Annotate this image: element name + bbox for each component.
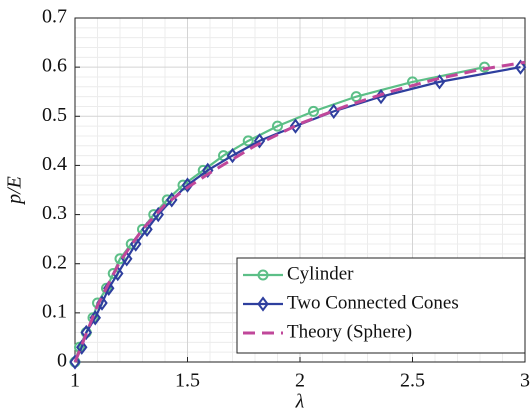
y-tick-label: 0.2 [42, 251, 67, 273]
y-tick-label: 0.6 [42, 55, 67, 77]
x-axis-label: λ [295, 391, 305, 413]
diamond-marker [226, 147, 239, 164]
legend-label: Cylinder [287, 263, 354, 284]
circle-marker [272, 120, 283, 132]
circle-marker [242, 135, 254, 147]
diamond-marker [69, 354, 81, 370]
y-tick-label: 0.5 [42, 104, 67, 126]
legend-marker [257, 269, 269, 281]
legend-label: Theory (Sphere) [287, 321, 412, 342]
y-axis-label: p/E [4, 176, 26, 206]
diamond-marker [76, 339, 88, 355]
x-tick-label: 1 [70, 370, 80, 392]
diamond-marker [202, 162, 214, 179]
plot-frame [74, 17, 526, 363]
legend-marker [257, 296, 269, 312]
y-tick-label: 0 [57, 350, 67, 372]
circle-marker [308, 105, 319, 117]
legend: Cylinder Two Connected Cones Theory (Spher… [236, 257, 526, 354]
y-tick-label: 0.4 [42, 153, 67, 175]
x-tick-label: 2.5 [400, 370, 425, 392]
diamond-marker [152, 206, 164, 223]
diamond-marker [253, 133, 266, 149]
series-line [73, 60, 526, 363]
y-tick-label: 0.3 [42, 202, 67, 224]
diamond-marker [289, 118, 302, 134]
y-tick-label: 0.7 [42, 6, 67, 28]
diamond-marker [514, 59, 527, 75]
x-tick-label: 1.5 [175, 370, 200, 392]
circle-marker [114, 253, 126, 265]
legend-label: Two Connected Cones [287, 292, 459, 313]
diamond-marker [80, 324, 92, 341]
x-tick-label: 2 [295, 370, 305, 392]
x-tick-label: 3 [520, 370, 530, 392]
circle-marker [350, 91, 362, 103]
y-tick-label: 0.1 [42, 300, 67, 322]
legend-box [236, 257, 526, 354]
diamond-marker [181, 177, 194, 193]
